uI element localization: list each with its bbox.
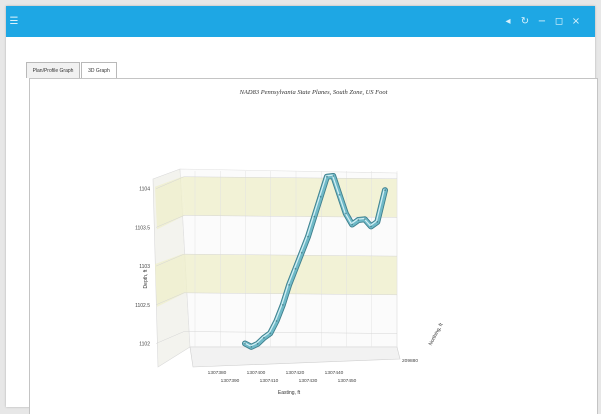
chart-walls <box>152 168 401 368</box>
grid-line <box>183 292 398 296</box>
back-wall-band <box>182 176 397 218</box>
depth-tick-label: 1103.5 <box>135 225 150 231</box>
northing-tick-labels: 209880 <box>402 358 418 364</box>
depth-tick-labels: 1104 1103.5 1103 1102.5 1102 <box>135 187 150 348</box>
grid-line <box>155 331 185 344</box>
depth-point <box>281 304 284 306</box>
depth-tick-label: 1104 <box>139 187 150 193</box>
grid-line <box>183 253 398 257</box>
depth-axis-label: Depth, ft <box>143 269 149 289</box>
close-icon[interactable]: × <box>571 16 581 27</box>
depth-point <box>275 320 278 322</box>
depth-point <box>319 195 322 198</box>
depth-curve <box>242 173 388 350</box>
easting-tick-label: 1307430 <box>299 378 318 384</box>
depth-point <box>326 175 328 178</box>
northing-axis-label: Northing, ft <box>428 322 445 347</box>
depth-point <box>294 267 297 270</box>
easting-tick-label: 1307400 <box>247 370 266 376</box>
tab-3d-graph[interactable]: 3D Graph <box>81 62 117 79</box>
maximize-icon[interactable]: ◻ <box>554 16 564 27</box>
app-window: ☰ ◂ ↻ − ◻ × Plan/Profile Graph 3D Graph … <box>6 6 598 414</box>
easting-tick-label: 1307410 <box>260 378 279 384</box>
depth-point <box>338 193 341 196</box>
grid-line <box>155 176 185 189</box>
grid-line <box>155 215 185 228</box>
depth-point <box>263 336 265 339</box>
easting-tick-label: 1307390 <box>221 378 240 384</box>
northing-tick-label: 209880 <box>402 358 418 364</box>
easting-tick-label: 1307420 <box>286 370 305 376</box>
grid-line <box>183 331 398 334</box>
tab-plan-profile-graph[interactable]: Plan/Profile Graph <box>26 62 80 78</box>
left-wall-band <box>155 254 185 307</box>
depth-point <box>307 235 309 238</box>
depth-tick-label: 1103 <box>139 264 150 270</box>
depth-point <box>256 342 259 345</box>
depth-point <box>313 215 316 218</box>
chart-panel: NAD83 Pennsylvania State Planes, South Z… <box>29 78 598 414</box>
easting-axis-label: Easting, ft <box>278 390 301 396</box>
easting-tick-labels: 1307380 1307400 1307420 1307440 1307390 13074… <box>208 370 357 384</box>
depth-point <box>244 342 246 345</box>
depth-point <box>370 225 372 228</box>
depth-point <box>250 345 253 348</box>
depth-point <box>384 189 386 192</box>
easting-tick-label: 1307440 <box>325 370 344 376</box>
grid-line <box>183 176 398 179</box>
floor <box>189 346 401 368</box>
depth-point <box>344 212 347 215</box>
refresh-icon[interactable]: ↻ <box>520 16 530 27</box>
depth-point <box>332 175 335 177</box>
depth-point <box>269 332 272 335</box>
depth-tick-label: 1102.5 <box>135 303 150 309</box>
menu-icon[interactable]: ☰ <box>9 16 19 27</box>
left-wall-band <box>155 176 185 230</box>
easting-tick-label: 1307450 <box>338 378 357 384</box>
depth-tick-label: 1102 <box>139 342 150 348</box>
chart-title: NAD83 Pennsylvania State Planes, South Z… <box>239 89 388 96</box>
pin-icon[interactable]: ◂ <box>505 16 511 27</box>
depth-point <box>351 223 353 226</box>
depth-point <box>288 284 290 286</box>
depth-point <box>300 251 303 254</box>
grid-line <box>155 292 185 306</box>
back-wall-band <box>182 254 397 295</box>
easting-tick-label: 1307380 <box>208 370 227 376</box>
depth-point <box>357 219 360 221</box>
minimize-icon[interactable]: − <box>537 16 547 27</box>
title-bar: ☰ ◂ ↻ − ◻ × <box>6 6 595 37</box>
depth-point <box>376 221 379 223</box>
depth-curve-highlight <box>243 174 385 347</box>
depth-point <box>363 218 366 221</box>
grid-line <box>155 253 185 267</box>
